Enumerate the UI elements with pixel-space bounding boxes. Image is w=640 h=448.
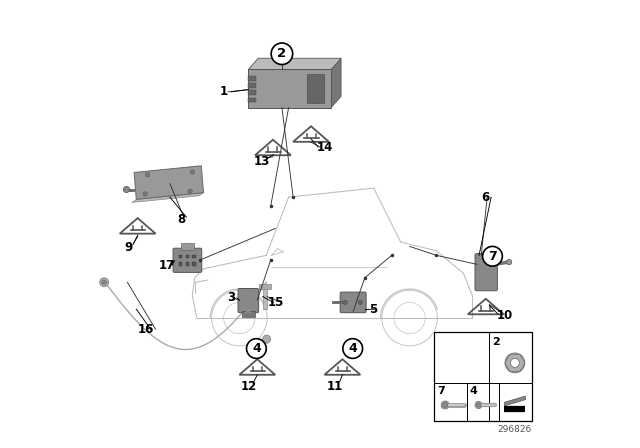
- Circle shape: [271, 43, 292, 65]
- Bar: [259, 284, 271, 289]
- Text: 11: 11: [326, 379, 342, 393]
- FancyBboxPatch shape: [173, 248, 202, 272]
- Bar: [266, 151, 280, 152]
- Circle shape: [262, 335, 271, 343]
- Text: 4: 4: [252, 342, 260, 355]
- Circle shape: [483, 246, 502, 266]
- Circle shape: [511, 358, 520, 367]
- Text: 12: 12: [240, 379, 257, 393]
- Circle shape: [358, 300, 363, 305]
- Circle shape: [476, 403, 481, 407]
- Text: 2: 2: [277, 47, 287, 60]
- Bar: [250, 370, 265, 371]
- Circle shape: [442, 402, 448, 408]
- Polygon shape: [332, 58, 341, 108]
- Bar: [248, 90, 257, 95]
- Circle shape: [506, 259, 512, 265]
- Text: 16: 16: [138, 323, 154, 336]
- Circle shape: [145, 172, 150, 177]
- Text: 4: 4: [348, 342, 357, 355]
- Circle shape: [343, 300, 348, 305]
- Text: 14: 14: [316, 141, 333, 155]
- Bar: [248, 83, 257, 88]
- Bar: [192, 255, 196, 258]
- Bar: [130, 229, 145, 230]
- Text: 296826: 296826: [498, 425, 532, 434]
- Text: 3: 3: [227, 291, 236, 305]
- Circle shape: [102, 280, 106, 284]
- Text: 8: 8: [177, 213, 185, 226]
- Ellipse shape: [475, 401, 482, 409]
- Text: 7: 7: [488, 250, 497, 263]
- Text: 2: 2: [493, 337, 500, 347]
- Circle shape: [143, 192, 147, 196]
- Bar: [262, 284, 267, 309]
- Text: 17: 17: [159, 258, 175, 272]
- Bar: [335, 370, 350, 371]
- FancyBboxPatch shape: [238, 289, 259, 313]
- Bar: [248, 76, 257, 81]
- Text: 9: 9: [125, 241, 133, 254]
- Bar: [241, 311, 255, 317]
- Circle shape: [100, 278, 109, 287]
- Bar: [248, 69, 332, 108]
- Polygon shape: [134, 166, 204, 199]
- FancyBboxPatch shape: [340, 292, 366, 313]
- Text: 4: 4: [470, 386, 478, 396]
- Polygon shape: [504, 396, 525, 406]
- Polygon shape: [132, 193, 204, 202]
- Bar: [307, 74, 324, 103]
- Bar: [179, 255, 182, 258]
- Bar: [248, 98, 257, 102]
- Polygon shape: [248, 58, 341, 69]
- Bar: [192, 262, 196, 266]
- Bar: [435, 332, 532, 421]
- Bar: [186, 262, 189, 266]
- Text: 7: 7: [437, 386, 445, 396]
- Text: 5: 5: [369, 302, 377, 316]
- Circle shape: [343, 339, 362, 358]
- FancyBboxPatch shape: [475, 254, 497, 291]
- Bar: [181, 243, 194, 250]
- Circle shape: [190, 170, 195, 174]
- Bar: [179, 262, 182, 266]
- Text: 1: 1: [220, 85, 228, 99]
- Circle shape: [505, 353, 525, 373]
- Circle shape: [188, 189, 192, 194]
- Text: 13: 13: [253, 155, 270, 168]
- Text: 15: 15: [268, 296, 284, 309]
- Bar: [478, 310, 493, 311]
- Bar: [186, 255, 189, 258]
- Circle shape: [246, 339, 266, 358]
- Circle shape: [124, 186, 129, 193]
- Text: 10: 10: [497, 309, 513, 323]
- Text: 6: 6: [482, 190, 490, 204]
- Ellipse shape: [441, 401, 449, 409]
